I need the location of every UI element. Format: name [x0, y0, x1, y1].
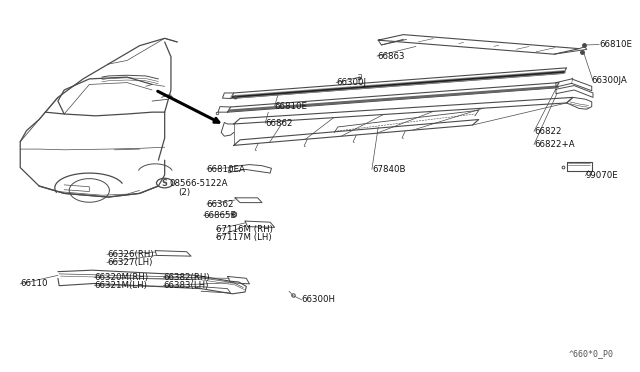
Text: 66863: 66863: [377, 52, 404, 61]
Text: 66300JA: 66300JA: [592, 76, 627, 85]
Text: 66862: 66862: [265, 119, 292, 128]
Text: 99070E: 99070E: [586, 171, 618, 180]
Text: 66362: 66362: [207, 200, 234, 209]
Text: 08566-5122A: 08566-5122A: [170, 179, 228, 187]
Text: 66822: 66822: [534, 127, 561, 136]
Text: 66300H: 66300H: [301, 295, 335, 304]
Text: 66865E: 66865E: [204, 211, 237, 220]
Text: 67117M (LH): 67117M (LH): [216, 233, 272, 242]
Text: 66383(LH): 66383(LH): [163, 281, 209, 290]
Text: ^660*0_P0: ^660*0_P0: [569, 349, 614, 358]
Text: 66810E: 66810E: [599, 40, 632, 49]
Text: 66810EA: 66810EA: [207, 164, 246, 173]
Text: 67840B: 67840B: [372, 165, 405, 174]
Text: S: S: [162, 179, 168, 187]
Text: 67116M (RH): 67116M (RH): [216, 225, 273, 234]
Text: 66810E: 66810E: [275, 102, 308, 111]
Text: 66110: 66110: [20, 279, 48, 288]
Text: 66822+A: 66822+A: [534, 140, 575, 149]
Text: 66320M(RH): 66320M(RH): [94, 273, 148, 282]
Text: (2): (2): [179, 188, 191, 197]
Text: 66300J: 66300J: [336, 78, 366, 87]
Text: 66326(RH): 66326(RH): [107, 250, 154, 259]
Text: 66321M(LH): 66321M(LH): [94, 281, 147, 290]
Text: 66327(LH): 66327(LH): [107, 258, 152, 267]
Text: 66382(RH): 66382(RH): [163, 273, 210, 282]
